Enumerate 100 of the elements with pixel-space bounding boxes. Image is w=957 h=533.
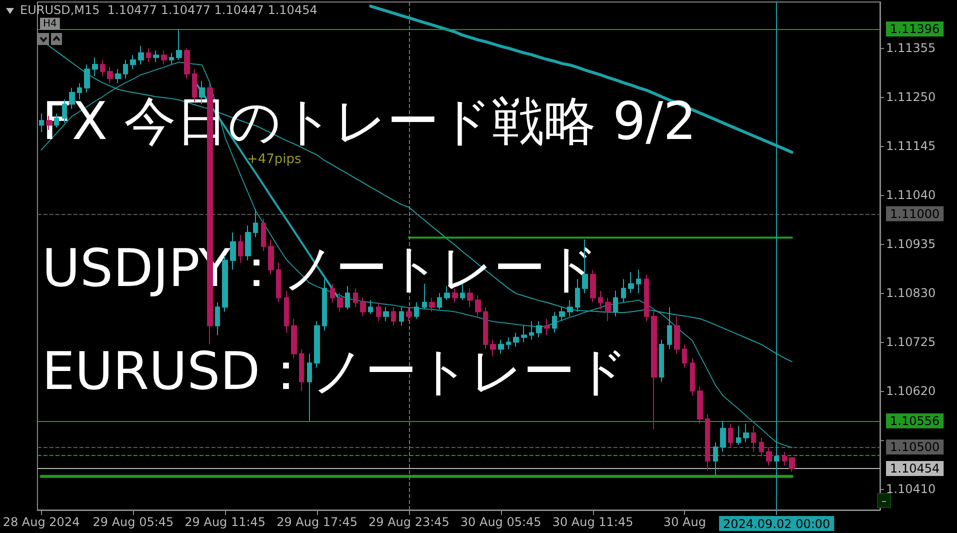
candlestick [39, 112, 44, 133]
candlestick [77, 82, 82, 100]
annotation: +47pips [247, 152, 302, 167]
candlestick [598, 290, 603, 310]
candlestick [529, 320, 534, 340]
candlestick [399, 306, 404, 326]
candlestick [391, 306, 396, 326]
candlestick [437, 292, 442, 310]
candlestick [636, 269, 641, 294]
candlestick [628, 272, 634, 294]
ref-line-label: 1.11000 [890, 206, 940, 221]
candlestick [299, 348, 304, 392]
x-tick-label: 29 Aug 05:45 [92, 515, 174, 529]
candlestick [345, 286, 350, 310]
candlestick [46, 115, 52, 130]
candlestick [728, 423, 733, 448]
candlestick [705, 414, 710, 471]
candlestick [697, 386, 703, 424]
candlestick [107, 66, 113, 84]
candlestick [245, 224, 251, 261]
candlestick [84, 64, 90, 93]
candlestick [253, 208, 258, 238]
candlestick [720, 420, 726, 452]
candlestick [674, 316, 680, 354]
y-tick-label: 1.10725 [886, 335, 936, 350]
candlestick [544, 318, 550, 336]
candlestick [682, 344, 687, 368]
candlestick [268, 238, 274, 275]
y-tick-label: 1.10410 [886, 482, 936, 496]
candlestick [743, 423, 749, 443]
candlestick [513, 332, 519, 348]
candlestick [353, 288, 358, 308]
candlestick [230, 232, 236, 270]
candlestick [376, 302, 381, 322]
candlestick [452, 288, 458, 303]
candlestick [314, 320, 320, 368]
x-tick-label: 29 Aug 23:45 [368, 515, 450, 529]
candlestick [644, 274, 649, 322]
candlestick [184, 48, 190, 80]
candlestick [621, 278, 626, 303]
candlestick [54, 112, 59, 128]
x-tick-label: 30 Aug 05:45 [460, 515, 542, 529]
candlestick [406, 306, 412, 322]
candlestick [690, 358, 695, 396]
candlestick [215, 302, 220, 336]
candlestick [100, 59, 105, 77]
candlestick [467, 288, 473, 308]
candlestick [751, 426, 756, 452]
candlestick [429, 297, 435, 312]
candlestick [307, 353, 312, 422]
ref-line-label: 1.10454 [890, 461, 940, 476]
y-tick-label: 1.10935 [886, 237, 936, 252]
candlestick [659, 339, 664, 382]
candlestick [759, 437, 764, 457]
annotation: H4 [43, 18, 57, 30]
candlestick [651, 311, 657, 430]
candlestick [92, 57, 98, 77]
annotation: EURUSD：ノートレード [42, 342, 628, 402]
candlestick [605, 297, 611, 322]
candlestick [291, 318, 297, 359]
y-tick-label: 1.11040 [886, 188, 936, 202]
y-tick-label: 1.11250 [886, 90, 936, 104]
candlestick [383, 306, 389, 322]
candlestick [115, 68, 121, 84]
candlestick [161, 50, 167, 66]
candlestick [238, 234, 243, 264]
candlestick [559, 306, 565, 322]
candlestick [713, 442, 718, 476]
candlestick [552, 311, 557, 334]
candlestick [153, 50, 159, 63]
y-tick-label: 1.11145 [886, 139, 936, 154]
candlestick [475, 294, 481, 317]
ref-line-label: 1.10556 [890, 414, 940, 428]
candlestick [138, 45, 144, 66]
y-tick-label: 1.10620 [886, 384, 936, 398]
candlestick [444, 286, 450, 301]
candlestick [360, 297, 366, 317]
candlestick [590, 269, 596, 303]
x-tick-label: 30 Aug 11:45 [552, 515, 634, 529]
y-tick-label: 1.11355 [886, 41, 936, 56]
candlestick [789, 457, 795, 472]
candlestick [506, 336, 511, 350]
candlestick [123, 59, 128, 80]
candlestick [521, 325, 527, 343]
y-tick-label: 1.10830 [886, 286, 936, 300]
candlestick [483, 306, 488, 350]
candlestick [276, 262, 281, 303]
candlestick [667, 306, 672, 350]
x-tick-label: 29 Aug 11:45 [184, 515, 266, 529]
candlestick [613, 290, 618, 317]
candlestick [176, 28, 182, 60]
candlestick [130, 54, 136, 70]
x-tick-label: 28 Aug 2024 [2, 515, 80, 529]
candlestick [146, 48, 151, 63]
candlestick [284, 290, 289, 334]
candlestick [567, 300, 573, 317]
candlestick [337, 292, 343, 312]
x-tick-label: 2024.09.02 00:00 [723, 517, 830, 531]
candlestick [261, 218, 266, 252]
x-tick-label: 30 Aug [663, 515, 706, 529]
